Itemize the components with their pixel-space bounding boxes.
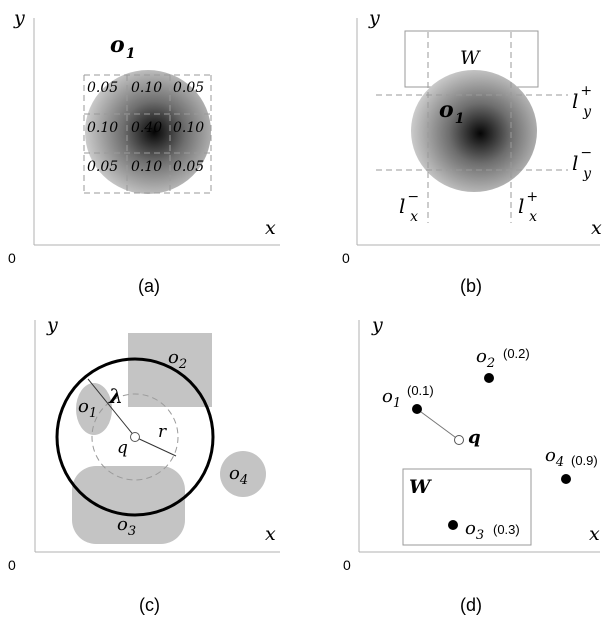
- object-label: o1 (0.1): [382, 383, 434, 411]
- origin-label: 0: [8, 250, 16, 266]
- lambda-radius-line: [87, 378, 136, 438]
- lx-minus-label: l − x: [399, 189, 419, 225]
- object-label: o2 (0.2): [476, 346, 530, 371]
- grid-cell-prob: 0.05: [87, 80, 118, 96]
- query-point-q: [454, 435, 464, 445]
- object-label: o1: [110, 32, 135, 62]
- caption-b: (b): [460, 276, 482, 296]
- lambda-label: λ: [108, 384, 123, 408]
- object-prob: (0.1): [407, 383, 434, 398]
- q-label: q: [117, 438, 128, 458]
- svg-text:o1: o1: [382, 386, 401, 411]
- object-label: o4: [229, 463, 248, 488]
- grid-cell-prob: 0.10: [173, 120, 204, 136]
- origin-label: 0: [343, 557, 351, 573]
- object-o1-pdf: [85, 70, 211, 194]
- query-point-q: [130, 432, 140, 442]
- object-o1-pdf: [411, 70, 537, 192]
- query-range-circle-lambda: [55, 357, 215, 517]
- probability-grid: [83, 74, 212, 194]
- ly-minus-label: l − y: [572, 145, 592, 182]
- window-label: W: [460, 47, 481, 69]
- y-axis-label: y: [13, 7, 25, 29]
- object-o2-region: [128, 333, 212, 407]
- grid-cell-prob: 0.10: [87, 120, 118, 136]
- grid-cell-prob: 0.05: [173, 159, 204, 175]
- object-label: o1: [439, 97, 464, 127]
- caption-d: (d): [460, 595, 482, 615]
- panel-b: y x 0 W o1 l + y l − y l − x l + x (b): [342, 7, 602, 296]
- panel-d: y x 0 W q o1 (0.1) o2 (0.2) o3 (0.3) o4 …: [343, 314, 600, 615]
- object-prob: (0.3): [493, 522, 520, 537]
- object-o3-region: [72, 466, 185, 544]
- r-radius-line: [134, 436, 177, 457]
- x-axis-label: x: [591, 217, 602, 239]
- svg-text:o2: o2: [476, 346, 495, 371]
- object-prob: (0.9): [571, 453, 598, 468]
- object-point-o1: [412, 404, 422, 414]
- r-label: r: [158, 422, 167, 442]
- window-label: W: [409, 476, 432, 498]
- y-axis-label: y: [368, 7, 380, 29]
- x-axis-label: x: [265, 523, 276, 545]
- object-label: o3: [117, 514, 136, 539]
- panel-a: y x 0 0.05 0.10 0.05 0.10 0.40 0.10 0.05…: [8, 7, 280, 296]
- x-axis-label: x: [265, 217, 276, 239]
- svg-text:o4: o4: [545, 445, 564, 470]
- query-window-w: [402, 468, 532, 546]
- x-axis-label: x: [589, 523, 600, 545]
- object-point-o3: [448, 520, 458, 530]
- grid-cell-prob: 0.10: [131, 159, 162, 175]
- grid-cell-prob: 0.10: [131, 80, 162, 96]
- object-prob: (0.2): [503, 346, 530, 361]
- object-label: o4 (0.9): [545, 445, 598, 470]
- q-label: q: [468, 427, 481, 448]
- caption-c: (c): [139, 595, 160, 615]
- query-range-circle-r: [91, 393, 179, 481]
- object-label: o2: [168, 347, 187, 372]
- object-label: o1: [78, 396, 97, 421]
- grid-cell-prob: 0.40: [131, 120, 162, 136]
- origin-label: 0: [8, 557, 16, 573]
- object-point-o4: [561, 474, 571, 484]
- ly-plus-label: l + y: [572, 83, 592, 120]
- grid-cell-prob: 0.05: [173, 80, 204, 96]
- object-o4-region: [220, 451, 266, 497]
- panel-c: y x 0 λ q r o1 o2 o3 o4 (c): [8, 314, 280, 615]
- object-label: o3 (0.3): [465, 518, 520, 543]
- caption-a: (a): [138, 276, 160, 296]
- grid-cell-prob: 0.05: [87, 159, 118, 175]
- origin-label: 0: [342, 250, 350, 266]
- y-axis-label: y: [46, 314, 58, 336]
- svg-text:o3: o3: [465, 518, 484, 543]
- object-o1-region: [76, 383, 112, 435]
- lx-plus-label: l + x: [518, 189, 538, 225]
- y-axis-label: y: [371, 314, 383, 336]
- q-o1-link: [416, 408, 460, 441]
- object-point-o2: [484, 373, 494, 383]
